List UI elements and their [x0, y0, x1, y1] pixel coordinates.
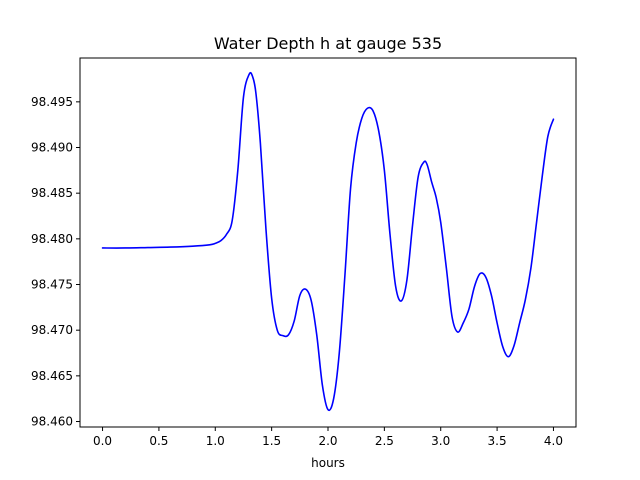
y-tick-label: 98.475 — [31, 278, 73, 292]
y-tick-label: 98.490 — [31, 141, 73, 155]
x-tick-label: 2.0 — [318, 434, 337, 448]
x-tick-label: 0.5 — [149, 434, 168, 448]
x-tick-label: 2.5 — [375, 434, 394, 448]
y-tick-label: 98.460 — [31, 415, 73, 429]
x-tick-label: 4.0 — [544, 434, 563, 448]
y-tick-label: 98.480 — [31, 232, 73, 246]
x-axis-label: hours — [311, 456, 345, 470]
y-tick-label: 98.485 — [31, 186, 73, 200]
y-tick-label: 98.495 — [31, 95, 73, 109]
chart-title: Water Depth h at gauge 535 — [214, 34, 442, 53]
x-tick-label: 3.5 — [488, 434, 507, 448]
y-tick-label: 98.470 — [31, 323, 73, 337]
y-tick-label: 98.465 — [31, 369, 73, 383]
x-tick-label: 1.5 — [262, 434, 281, 448]
plot-area-frame — [79, 57, 577, 428]
x-tick-label: 3.0 — [431, 434, 450, 448]
series-layer — [101, 71, 555, 412]
x-axis: 0.0 0.5 1.0 1.5 2.0 2.5 3.0 3.5 4.0 — [93, 427, 563, 448]
y-axis: 98.460 98.465 98.470 98.475 98.480 98.485 98.4… — [31, 95, 80, 429]
x-tick-label: 0.0 — [93, 434, 112, 448]
x-tick-label: 1.0 — [206, 434, 225, 448]
series-line — [101, 71, 555, 412]
